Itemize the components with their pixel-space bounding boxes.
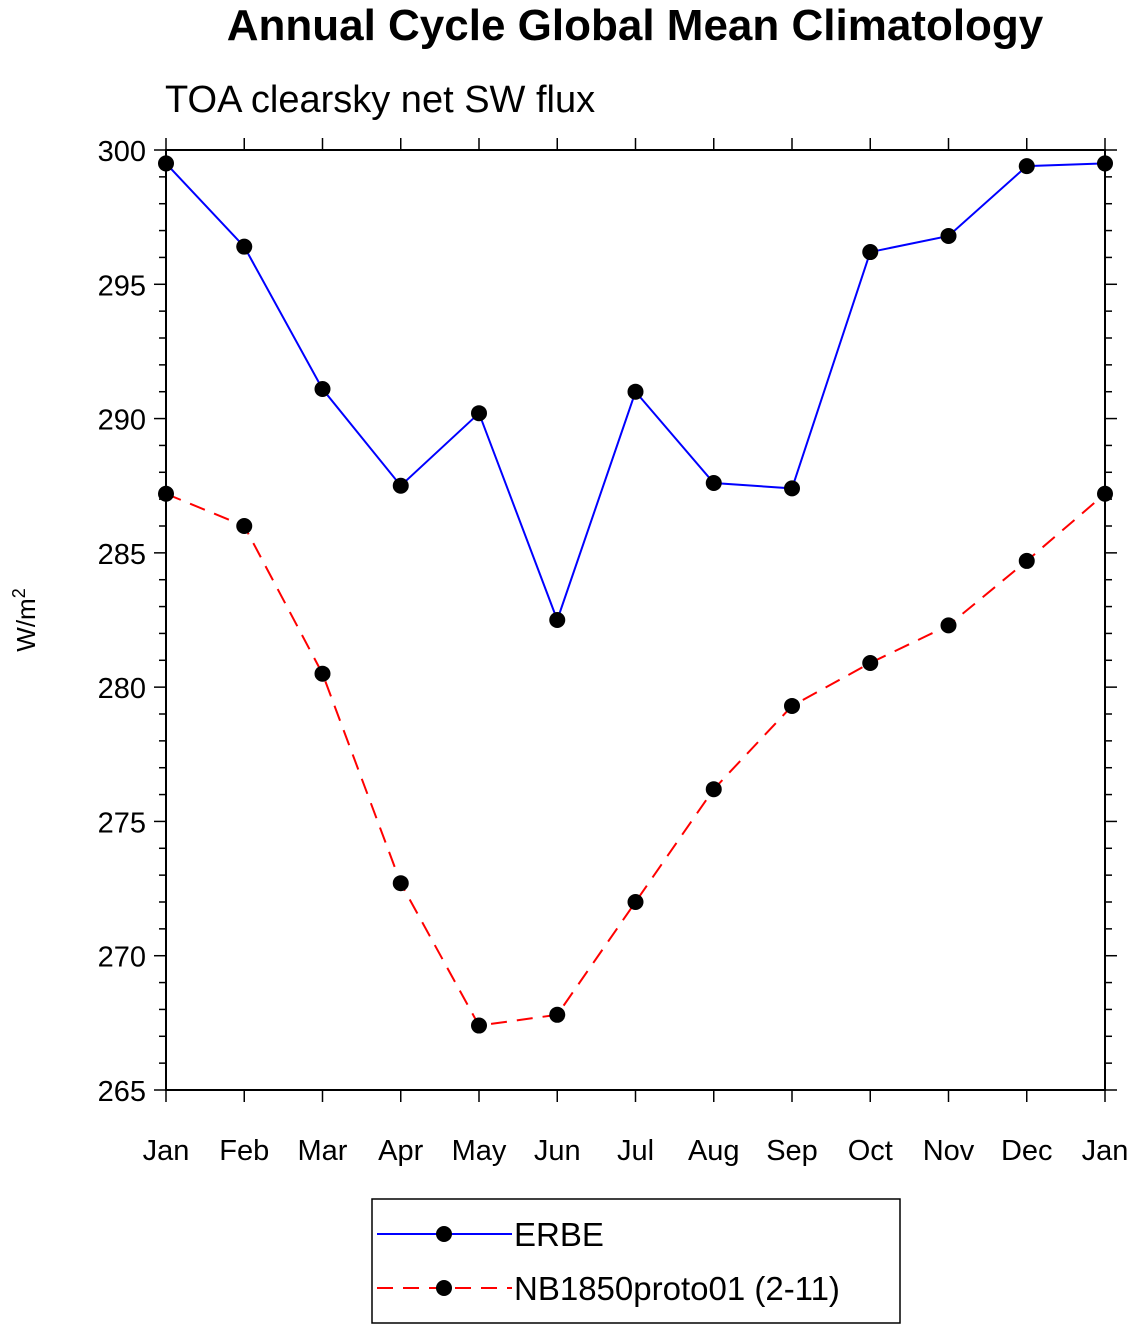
- data-point: [1097, 155, 1113, 172]
- legend-erbe-label: ERBE: [514, 1216, 604, 1253]
- plot-frame: [165, 149, 1106, 1091]
- y-tick-label: 265: [98, 1076, 146, 1108]
- y-tick-label: 300: [98, 136, 146, 168]
- y-axis-label-superscript: 2: [9, 588, 29, 598]
- axes: 300 295 290 285 280 275 270 265 Jan Feb Mar Apr May J…: [98, 136, 1129, 1167]
- data-point: [940, 227, 957, 244]
- data-point: [158, 155, 174, 172]
- data-point: [392, 477, 409, 494]
- data-point: [784, 697, 800, 714]
- chart-title: Annual Cycle Global Mean Climatology: [227, 1, 1044, 50]
- chart-subtitle: TOA clearsky net SW flux: [165, 79, 595, 121]
- data-point: [862, 244, 879, 261]
- x-tick-label: Aug: [688, 1135, 740, 1167]
- data-point: [236, 518, 253, 534]
- y-tick-label: 285: [98, 539, 146, 571]
- data-point: [549, 612, 566, 628]
- data-point: [627, 383, 644, 400]
- y-tick-label: 295: [98, 270, 146, 302]
- data-point: [705, 781, 722, 798]
- data-point: [1018, 158, 1035, 175]
- series-layer: [158, 155, 1113, 1034]
- data-point: [784, 480, 800, 497]
- y-tick-label: 270: [98, 942, 146, 974]
- data-point: [1097, 485, 1113, 502]
- x-tick-label: May: [452, 1135, 507, 1167]
- data-point: [314, 665, 331, 682]
- x-tick-label: Oct: [848, 1135, 893, 1167]
- x-tick-label: Jul: [617, 1135, 654, 1167]
- legend-entry-erbe: ERBE: [377, 1216, 604, 1253]
- y-tick-label: 290: [98, 405, 146, 437]
- data-point: [940, 617, 957, 634]
- data-point: [392, 875, 409, 892]
- data-point: [549, 1006, 566, 1023]
- legend-box: [371, 1198, 901, 1324]
- y-axis-label-unit: W/m: [11, 598, 41, 651]
- legend-entry-nb1850proto01: NB1850proto01 (2-11): [377, 1270, 840, 1307]
- x-tick-label: Nov: [923, 1135, 975, 1167]
- x-tick-label: Jun: [534, 1135, 581, 1167]
- x-tick-label: Dec: [1001, 1135, 1053, 1167]
- data-point: [705, 475, 722, 492]
- data-point: [627, 894, 644, 910]
- data-point: [158, 485, 174, 502]
- x-tick-label: Feb: [219, 1135, 269, 1167]
- data-point: [236, 238, 253, 255]
- y-axis-label: W/m2: [9, 588, 41, 651]
- x-tick-label: Jan: [1082, 1135, 1129, 1167]
- y-tick-label: 280: [98, 673, 146, 705]
- x-tick-label: Mar: [298, 1135, 348, 1167]
- legend-nb1850proto01-label: NB1850proto01 (2-11): [514, 1270, 840, 1307]
- x-tick-label: Apr: [378, 1135, 423, 1167]
- legend-erbe-marker: [436, 1226, 452, 1242]
- legend-nb1850proto01-marker: [436, 1280, 452, 1296]
- x-tick-label: Sep: [766, 1135, 818, 1167]
- data-point: [314, 381, 331, 398]
- data-point: [1018, 552, 1035, 569]
- data-point: [471, 1017, 487, 1034]
- data-point: [862, 654, 879, 671]
- series-line: [165, 492, 1106, 1027]
- y-tick-label: 275: [98, 807, 146, 839]
- x-tick-label: Jan: [143, 1135, 190, 1167]
- data-point: [471, 405, 487, 422]
